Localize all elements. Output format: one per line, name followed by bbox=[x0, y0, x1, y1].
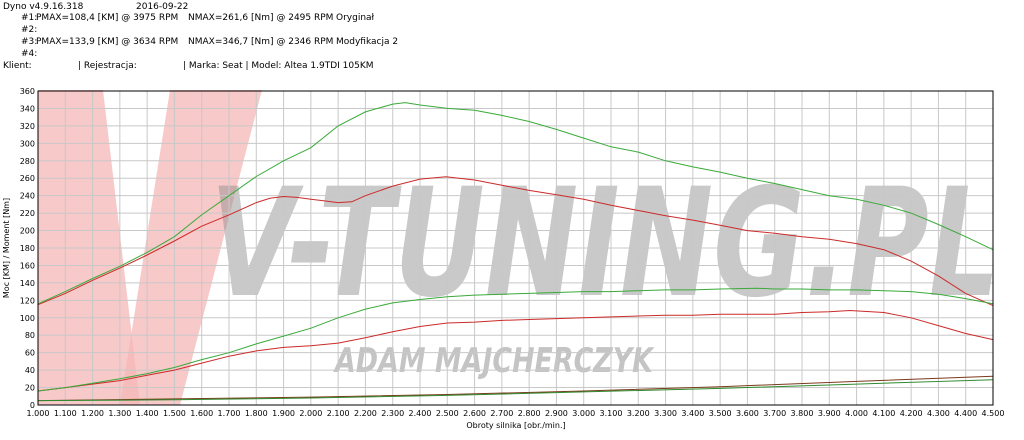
x-tick-label: 3.800 bbox=[791, 409, 814, 418]
x-tick-label: 2.000 bbox=[299, 409, 322, 418]
run-3-nmax: NMAX=346,7 [Nm] @ 2346 RPM bbox=[188, 37, 334, 47]
y-ticks: 0 20 40 60 80 100 120 140 160 180 200 220 240 260 280 3… bbox=[20, 87, 35, 410]
series-line-power_run3 bbox=[37, 287, 994, 392]
x-tick-label: 4.300 bbox=[927, 409, 950, 418]
x-tick-label: 1.000 bbox=[27, 409, 50, 418]
run-3-name: Modyfikacja 2 bbox=[336, 37, 399, 47]
series-line-loss_run3 bbox=[37, 379, 994, 402]
x-tick-label: 2.400 bbox=[409, 409, 432, 418]
series-line-loss_run1 bbox=[37, 375, 994, 402]
run-1-id: #1: bbox=[21, 13, 38, 23]
x-ticks: 1.000 1.100 1.200 1.300 1.400 1.500 1.600 1.700… bbox=[27, 409, 1005, 418]
x-tick-label: 4.100 bbox=[872, 409, 895, 418]
y-tick-label: 40 bbox=[25, 366, 35, 375]
x-tick-label: 2.500 bbox=[436, 409, 459, 418]
y-tick-label: 240 bbox=[20, 192, 35, 201]
y-tick-label: 360 bbox=[20, 87, 35, 96]
x-tick-label: 4.000 bbox=[845, 409, 868, 418]
x-tick-label: 1.400 bbox=[136, 409, 159, 418]
y-axis-title: Moc [KM] / Moment [Nm] bbox=[2, 198, 11, 298]
vehicle-label: | Marka: Seat | Model: Altea 1.9TDI 105K… bbox=[183, 61, 374, 71]
x-tick-label: 3.700 bbox=[763, 409, 786, 418]
x-tick-label: 4.400 bbox=[954, 409, 977, 418]
x-tick-label: 3.600 bbox=[736, 409, 759, 418]
y-tick-label: 140 bbox=[20, 279, 35, 288]
series-line-power_run1 bbox=[37, 309, 994, 392]
x-tick-label: 3.200 bbox=[627, 409, 650, 418]
app-version: Dyno v4.9.16.318 bbox=[3, 2, 84, 12]
x-tick-label: 1.100 bbox=[54, 409, 77, 418]
x-tick-label: 3.500 bbox=[709, 409, 732, 418]
run-3-pmax: PMAX=133,9 [KM] @ 3634 RPM bbox=[36, 37, 179, 47]
run-4-id: #4: bbox=[21, 49, 38, 59]
run-1-name: Oryginał bbox=[336, 13, 375, 23]
run-3-id: #3: bbox=[21, 37, 38, 47]
y-tick-label: 20 bbox=[25, 384, 35, 393]
y-tick-label: 80 bbox=[25, 331, 35, 340]
x-axis-title: Obroty silnika [obr./min.] bbox=[466, 421, 565, 430]
x-tick-label: 3.300 bbox=[654, 409, 677, 418]
series-line-torque_run1 bbox=[37, 176, 994, 307]
y-tick-label: 220 bbox=[20, 209, 35, 218]
registration-label: | Rejestracja: bbox=[78, 61, 137, 71]
x-tick-label: 2.700 bbox=[490, 409, 513, 418]
y-tick-label: 100 bbox=[20, 314, 35, 323]
y-tick-label: 340 bbox=[20, 104, 35, 113]
y-tick-label: 280 bbox=[20, 157, 35, 166]
x-tick-label: 2.100 bbox=[327, 409, 350, 418]
x-tick-label: 2.900 bbox=[545, 409, 568, 418]
watermark-main-text: V-TUNING.PL bbox=[210, 157, 1000, 331]
y-tick-label: 180 bbox=[20, 244, 35, 253]
run-2-id: #2: bbox=[21, 25, 38, 35]
y-tick-label: 0 bbox=[30, 401, 35, 410]
x-tick-label: 1.300 bbox=[108, 409, 131, 418]
test-date: 2016-09-22 bbox=[136, 2, 189, 12]
run-1-nmax: NMAX=261,6 [Nm] @ 2495 RPM bbox=[188, 13, 334, 23]
run-1-pmax: PMAX=108,4 [KM] @ 3975 RPM bbox=[36, 13, 179, 23]
x-tick-label: 1.500 bbox=[163, 409, 186, 418]
y-tick-label: 200 bbox=[20, 227, 35, 236]
x-tick-label: 1.700 bbox=[218, 409, 241, 418]
plot-frame bbox=[37, 90, 994, 406]
x-tick-label: 1.200 bbox=[81, 409, 104, 418]
x-tick-label: 3.000 bbox=[572, 409, 595, 418]
x-tick-label: 4.200 bbox=[900, 409, 923, 418]
y-tick-label: 320 bbox=[20, 122, 35, 131]
x-tick-label: 3.900 bbox=[818, 409, 841, 418]
x-tick-label: 3.400 bbox=[681, 409, 704, 418]
chart-series bbox=[37, 102, 994, 402]
x-tick-label: 1.600 bbox=[190, 409, 213, 418]
y-tick-label: 160 bbox=[20, 261, 35, 270]
series-line-torque_run3 bbox=[37, 102, 994, 305]
client-label: Klient: bbox=[3, 61, 32, 71]
x-tick-label: 1.900 bbox=[272, 409, 295, 418]
x-tick-label: 3.100 bbox=[600, 409, 623, 418]
x-tick-label: 4.500 bbox=[982, 409, 1005, 418]
x-tick-label: 2.800 bbox=[518, 409, 541, 418]
watermark-sub-text: ADAM MAJCHERCZYK bbox=[333, 341, 655, 381]
x-tick-label: 2.600 bbox=[463, 409, 486, 418]
y-tick-label: 60 bbox=[25, 349, 35, 358]
x-tick-label: 2.200 bbox=[354, 409, 377, 418]
x-tick-label: 1.800 bbox=[245, 409, 268, 418]
y-tick-label: 260 bbox=[20, 174, 35, 183]
y-tick-label: 300 bbox=[20, 139, 35, 148]
x-tick-label: 2.300 bbox=[381, 409, 404, 418]
y-tick-label: 120 bbox=[20, 296, 35, 305]
